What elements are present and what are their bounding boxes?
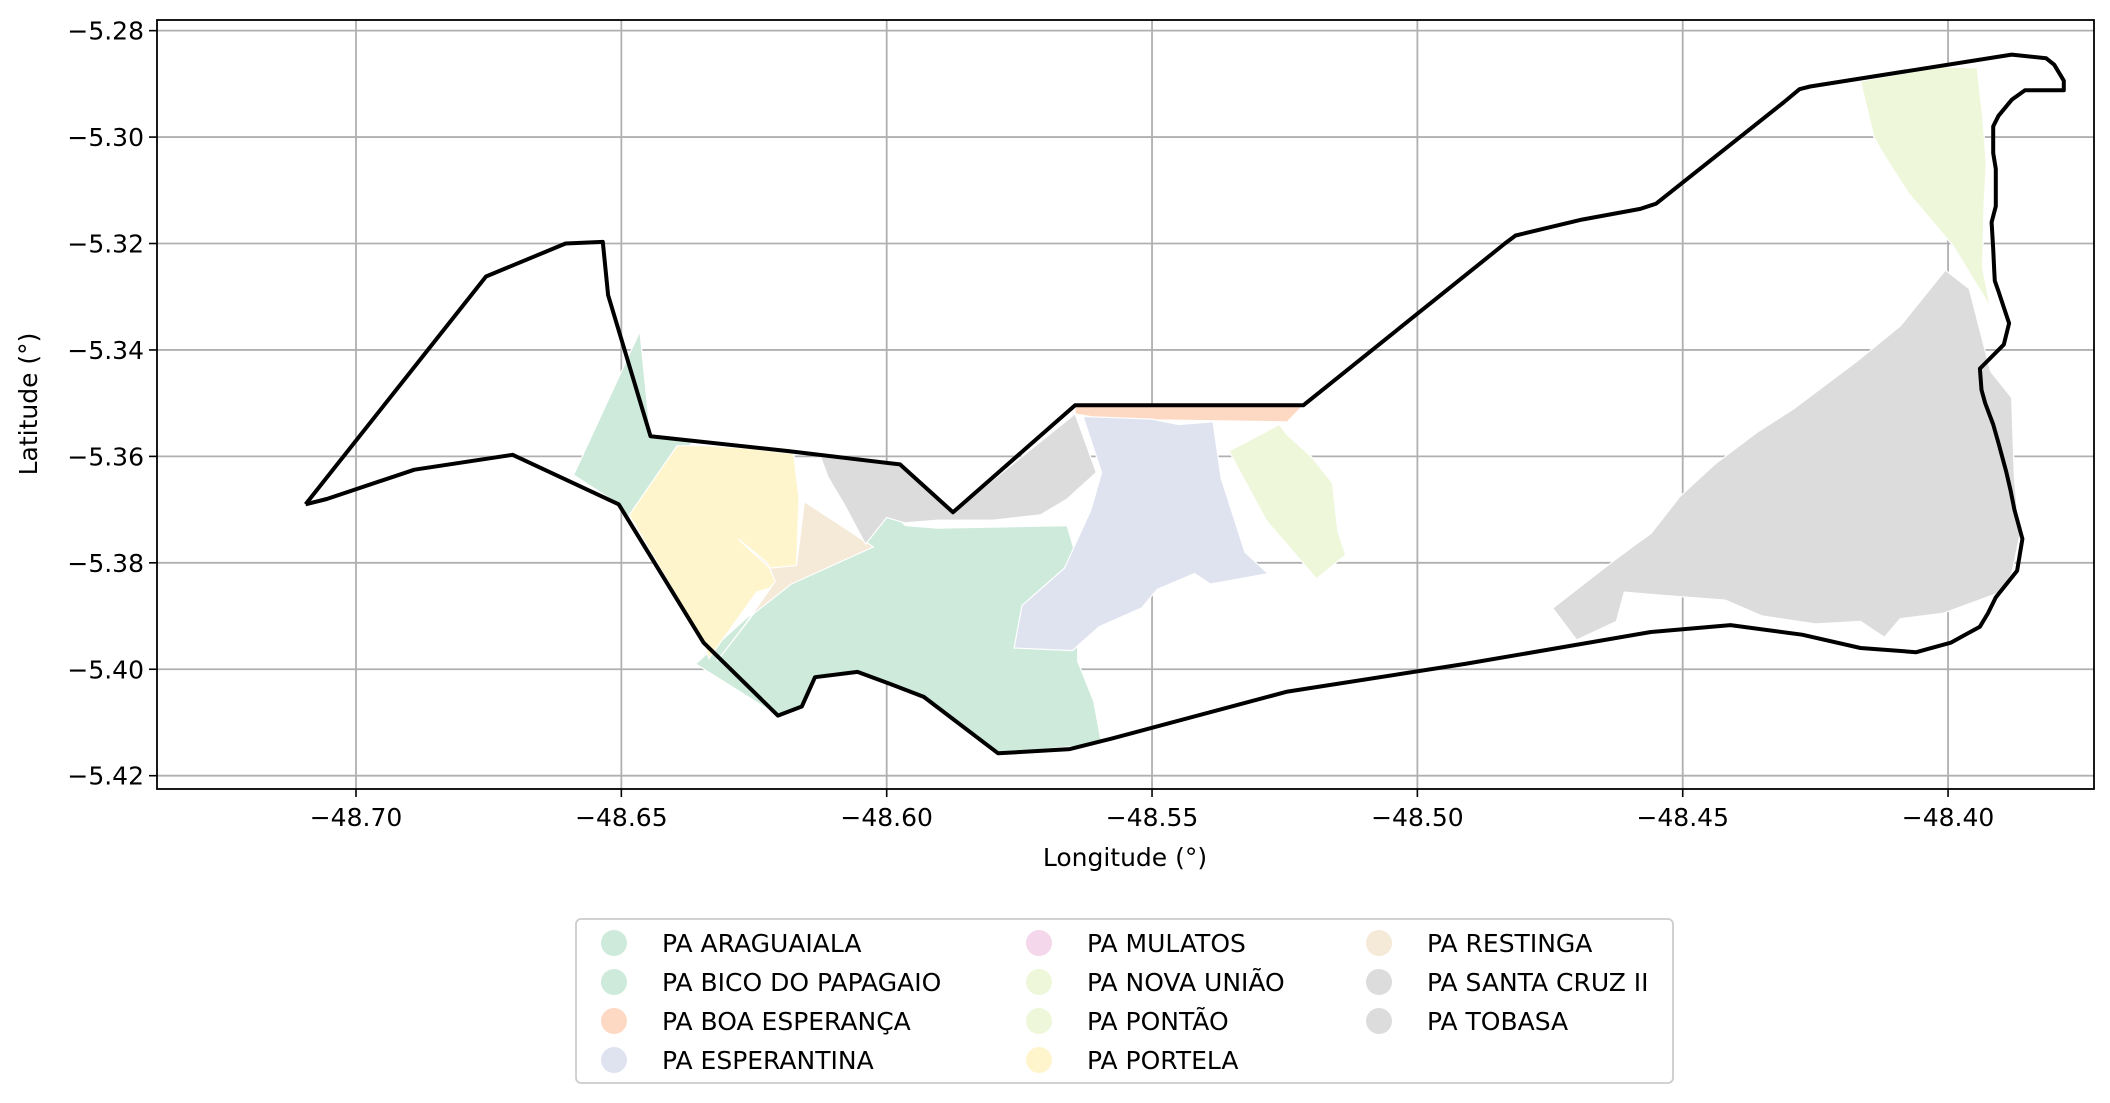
legend-marker [1366,969,1392,995]
legend-label: PA BOA ESPERANÇA [662,1007,911,1036]
legend-label: PA SANTA CRUZ II [1427,968,1649,997]
plot-frame [156,19,2095,790]
x-axis-ticks: −48.70 −48.65 −48.60 −48.55 −48.50 −48.45 −48.… [310,789,1995,832]
legend-items: PA ARAGUAIALA PA BICO DO PAPAGAIO PA BOA E… [601,929,1649,1075]
legend-marker [1366,930,1392,956]
municipality-boundary-layer [304,52,2066,756]
settlement-polygons [572,66,2021,754]
y-tick-label: −5.36 [67,442,144,471]
y-tick-label: −5.42 [67,762,144,791]
legend-marker [1026,969,1052,995]
y-tick-label: −5.40 [67,655,144,684]
x-axis-label: Longitude (°) [1043,843,1207,872]
legend-label: PA ESPERANTINA [662,1046,874,1075]
legend-label: PA RESTINGA [1427,929,1592,958]
x-tick-label: −48.55 [1106,803,1199,832]
settlement-pa-portela [628,445,800,660]
x-tick-label: −48.70 [310,803,403,832]
legend-frame [575,918,1674,1084]
settlement-pa-tobasa [1551,269,2021,641]
legend-marker [1026,930,1052,956]
grid-lines [157,20,2094,789]
legend-label: PA PONTÃO [1087,1006,1229,1036]
legend: PA ARAGUAIALA PA BICO DO PAPAGAIO PA BOA E… [575,918,1674,1084]
legend-label: PA ARAGUAIALA [662,929,862,958]
legend-marker [601,969,627,995]
x-tick-label: −48.40 [1902,803,1995,832]
settlement-pa-pontao [1228,423,1347,580]
y-tick-label: −5.30 [67,123,144,152]
y-axis-ticks: −5.28 −5.30 −5.32 −5.34 −5.36 −5.38 −5.40 −5.42 [67,17,157,791]
municipality-boundary [304,52,2066,756]
legend-marker [601,930,627,956]
legend-label: PA PORTELA [1087,1046,1239,1075]
x-tick-label: −48.65 [575,803,668,832]
legend-marker [601,1008,627,1034]
x-tick-label: −48.60 [840,803,933,832]
y-axis-label: Latitude (°) [14,333,43,476]
y-tick-label: −5.38 [67,549,144,578]
y-tick-label: −5.32 [67,230,144,259]
y-tick-label: −5.34 [67,336,144,365]
legend-marker [1026,1047,1052,1073]
settlement-pa-restinga [716,500,875,662]
settlement-pa-nova-uniao [1859,66,1992,308]
x-tick-label: −48.45 [1636,803,1729,832]
legend-marker [1366,1008,1392,1034]
legend-marker [1026,1008,1052,1034]
y-tick-label: −5.28 [67,17,144,46]
legend-label: PA NOVA UNIÃO [1087,967,1285,997]
legend-marker [601,1047,627,1073]
legend-label: PA BICO DO PAPAGAIO [662,968,941,997]
settlement-pa-esperantina [1013,415,1296,652]
x-tick-label: −48.50 [1371,803,1464,832]
legend-label: PA TOBASA [1427,1007,1568,1036]
legend-label: PA MULATOS [1087,929,1246,958]
